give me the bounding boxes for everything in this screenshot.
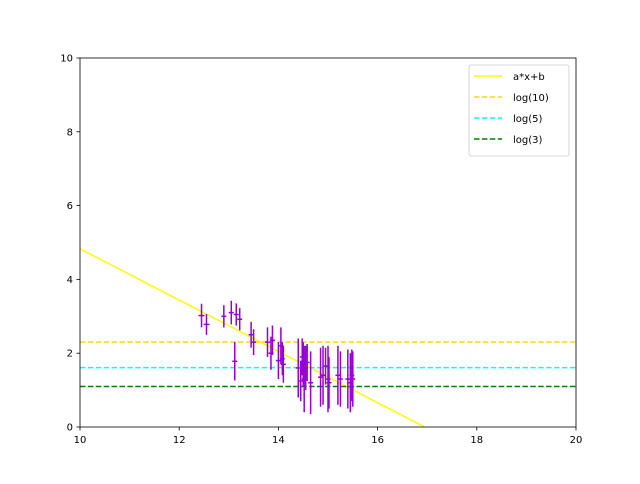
errorbar-point — [203, 314, 210, 335]
errorbar-point — [326, 356, 332, 409]
errorbar-point — [295, 338, 301, 398]
axis-ticks: 10 12 14 16 18 20 0 2 4 6 8 10 — [60, 54, 582, 447]
errorbar-point — [198, 303, 205, 328]
x-tick-label: 14 — [272, 435, 285, 446]
errorbar-point — [308, 351, 314, 415]
legend-box — [468, 64, 570, 157]
legend-label: log(10) — [513, 93, 549, 104]
x-tick-label: 16 — [371, 435, 384, 446]
y-tick-label: 8 — [67, 127, 73, 138]
errorbar-point — [320, 345, 326, 405]
errorbar-point — [233, 303, 239, 326]
legend-item: log(5) — [474, 114, 543, 125]
errorbar-point — [269, 325, 275, 356]
x-tick-label: 18 — [470, 435, 483, 446]
x-tick-label: 10 — [74, 435, 87, 446]
legend: a*x+b log(10) log(5) log(3) — [468, 64, 570, 157]
x-tick-label: 12 — [173, 435, 186, 446]
y-tick-label: 6 — [67, 201, 73, 212]
legend-item: log(3) — [474, 135, 543, 146]
errorbar-point — [350, 351, 356, 407]
legend-item: log(10) — [474, 93, 549, 104]
y-tick-label: 2 — [67, 349, 73, 360]
errorbar-point — [251, 329, 257, 356]
errorbar-point — [318, 347, 324, 407]
errorbar-point — [304, 343, 310, 381]
legend-label: log(5) — [513, 114, 543, 125]
legend-label: log(3) — [513, 135, 543, 146]
errorbar-point — [337, 351, 343, 407]
errorbar-point — [265, 327, 270, 357]
errorbar-point — [221, 305, 227, 328]
errorbar-point — [298, 360, 304, 402]
series-line — [80, 248, 426, 427]
errorbar-point — [228, 300, 234, 325]
errorbar-point — [275, 342, 281, 380]
errorbar-point — [280, 345, 286, 383]
x-tick-label: 20 — [570, 435, 583, 446]
errorbar-point — [345, 349, 351, 409]
y-tick-label: 10 — [60, 54, 73, 65]
legend-label: a*x+b — [513, 72, 545, 83]
errorbar-point — [248, 321, 254, 348]
errorbar-point — [335, 345, 341, 405]
plot-marks — [80, 248, 576, 427]
errorbar-point — [237, 308, 243, 331]
y-tick-label: 0 — [67, 423, 73, 434]
errorbar-point — [232, 342, 238, 381]
legend-item: a*x+b — [474, 72, 545, 83]
y-tick-label: 4 — [67, 275, 73, 286]
plot-frame — [79, 57, 577, 428]
